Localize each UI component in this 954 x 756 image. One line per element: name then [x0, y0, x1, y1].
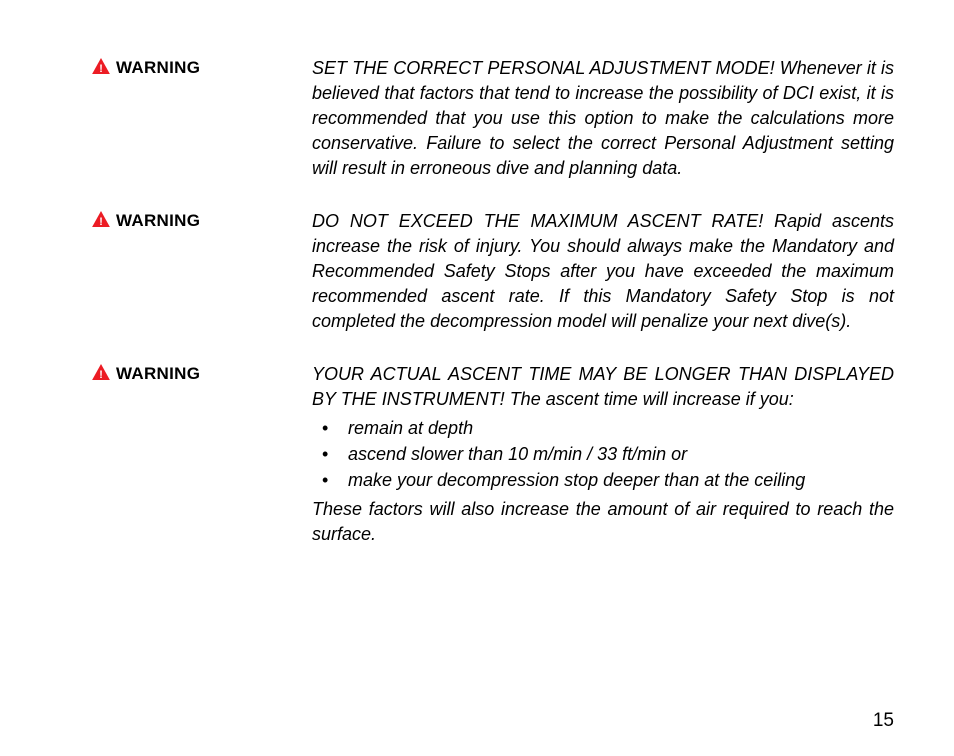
warning-body: SET THE CORRECT PERSONAL ADJUSTMENT MODE…	[312, 56, 894, 181]
warning-bullet: remain at depth	[312, 416, 894, 441]
warning-label: WARNING	[116, 211, 200, 231]
warning-text: The ascent time will increase if you:	[505, 389, 794, 409]
warning-label-col: ! WARNING	[92, 362, 312, 384]
warning-block: ! WARNING SET THE CORRECT PERSONAL ADJUS…	[92, 56, 894, 181]
svg-text:!: !	[99, 369, 103, 380]
warning-label: WARNING	[116, 58, 200, 78]
svg-text:!: !	[99, 216, 103, 227]
page-number: 15	[873, 710, 894, 732]
warning-triangle-icon: !	[92, 364, 110, 380]
warning-lead: DO NOT EXCEED THE MAXIMUM ASCENT RATE!	[312, 211, 763, 231]
svg-text:!: !	[99, 63, 103, 74]
warning-body: DO NOT EXCEED THE MAXIMUM ASCENT RATE! R…	[312, 209, 894, 334]
warning-body: YOUR ACTUAL ASCENT TIME MAY BE LONGER TH…	[312, 362, 894, 547]
warning-lead: SET THE CORRECT PERSONAL ADJUSTMENT MODE…	[312, 58, 775, 78]
warning-bullet: make your decompression stop deeper than…	[312, 468, 894, 493]
warning-block: ! WARNING DO NOT EXCEED THE MAXIMUM ASCE…	[92, 209, 894, 334]
document-page: ! WARNING SET THE CORRECT PERSONAL ADJUS…	[0, 0, 954, 756]
warning-bullet-list: remain at depth ascend slower than 10 m/…	[312, 416, 894, 493]
warning-label: WARNING	[116, 364, 200, 384]
warning-triangle-icon: !	[92, 58, 110, 74]
warning-label-col: ! WARNING	[92, 209, 312, 231]
warning-bullet: ascend slower than 10 m/min / 33 ft/min …	[312, 442, 894, 467]
warning-block: ! WARNING YOUR ACTUAL ASCENT TIME MAY BE…	[92, 362, 894, 547]
warning-trailing: These factors will also increase the amo…	[312, 497, 894, 547]
warning-triangle-icon: !	[92, 211, 110, 227]
warning-label-col: ! WARNING	[92, 56, 312, 78]
